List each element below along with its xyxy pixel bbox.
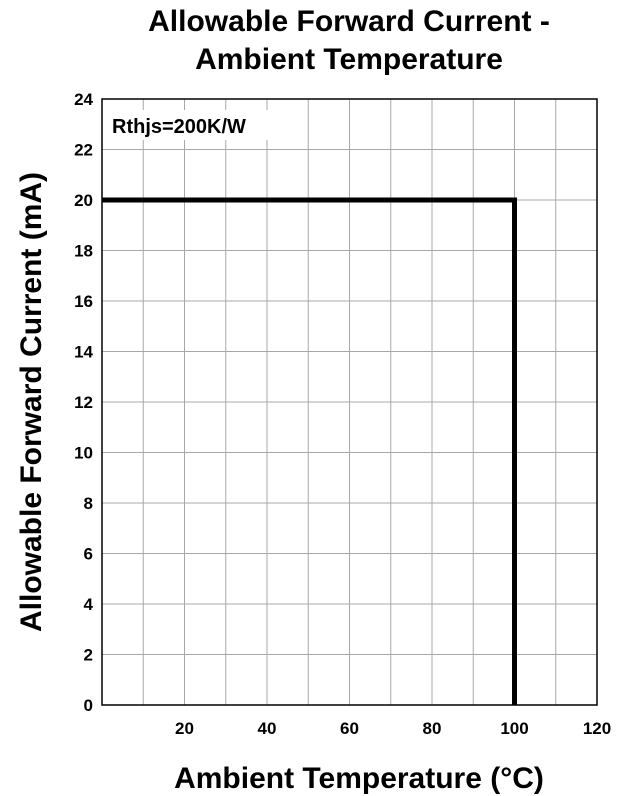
y-tick-label: 20 [74,191,93,210]
y-tick-label: 18 [74,242,93,261]
y-tick-label: 22 [74,141,93,160]
y-axis-label: Allowable Forward Current (mA) [15,172,48,632]
y-tick-label: 4 [84,595,94,614]
annotation-background [106,110,298,140]
thermal-resistance-annotation: Rthjs=200K/W [112,116,246,138]
x-tick-label: 120 [583,719,611,738]
derating-curve [102,197,517,705]
x-tick-label: 40 [258,719,277,738]
x-tick-label: 100 [500,719,528,738]
y-tick-label: 8 [84,494,93,513]
y-tick-label: 16 [74,292,93,311]
y-tick-label: 6 [84,545,93,564]
x-tick-labels: 20 40 60 80 100 120 [175,719,611,738]
x-tick-label: 80 [423,719,442,738]
y-tick-label: 10 [74,444,93,463]
y-tick-label: 0 [84,696,93,715]
plot-frame [101,98,598,706]
x-axis-label: Ambient Temperature (°C) [174,762,544,795]
chart-title-line2: Ambient Temperature [195,43,503,76]
y-tick-label: 2 [84,646,93,665]
series-layer [102,197,517,705]
y-tick-label: 24 [74,90,93,109]
x-tick-label: 60 [340,719,359,738]
y-tick-label: 14 [74,343,93,362]
grid [102,99,597,705]
x-tick-label: 20 [175,719,194,738]
y-tick-label: 12 [74,393,93,412]
chart-title-line1: Allowable Forward Current - [148,5,550,38]
